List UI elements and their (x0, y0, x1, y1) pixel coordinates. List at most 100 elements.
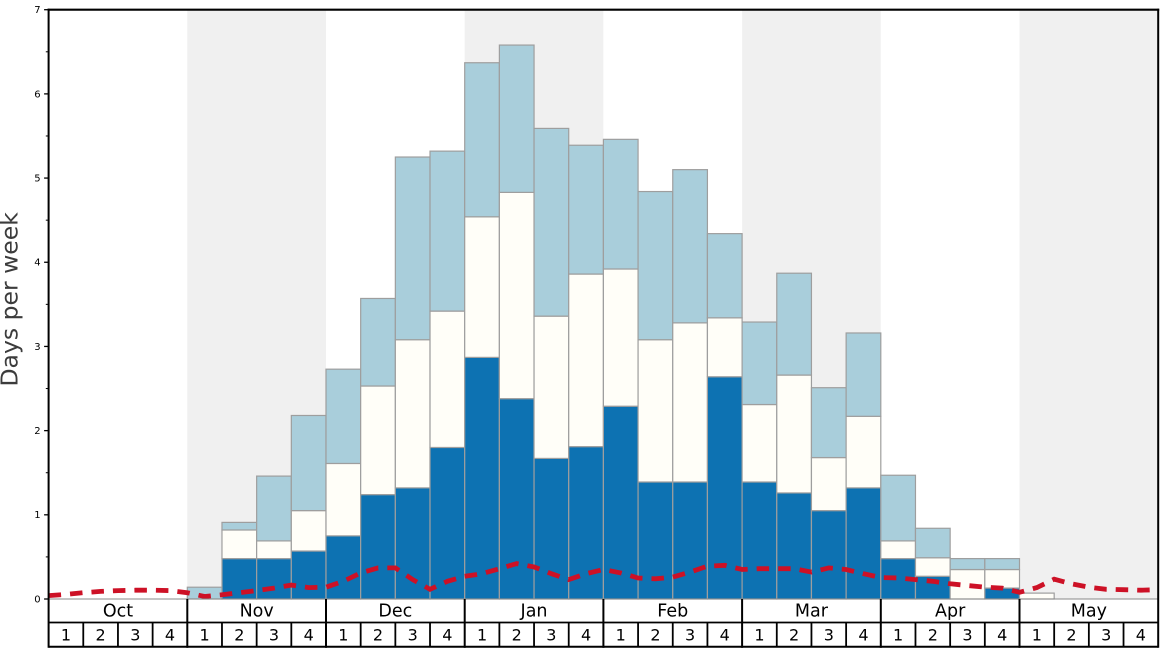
month-label-may: May (1071, 602, 1107, 622)
bar-feb-1-dark-blue (602, 405, 639, 600)
bar-dec-2-light-blue (360, 297, 396, 387)
week-label-jan-3: 3 (546, 625, 556, 644)
bar-apr-4-white (984, 568, 1021, 589)
bar-nov-3-dark-blue (256, 557, 292, 600)
week-label-nov-1: 1 (200, 625, 210, 644)
bar-nov-2-white (221, 529, 258, 560)
week-label-jan-1: 1 (477, 625, 487, 644)
week-label-feb-4: 4 (720, 625, 730, 644)
bar-dec-4-white (429, 310, 466, 449)
month-label-dec: Dec (378, 602, 412, 622)
y-tick-label-2: 2 (34, 426, 40, 437)
bar-nov-2-light-blue (221, 521, 258, 531)
bar-may-1-white (1018, 592, 1055, 600)
bar-jan-1-light-blue (464, 62, 500, 218)
week-label-jan-4: 4 (581, 625, 591, 644)
bar-jan-2-white (498, 191, 535, 400)
bar-dec-1-dark-blue (325, 535, 362, 600)
bar-jan-4-white (568, 273, 604, 448)
bar-feb-2-light-blue (637, 190, 674, 341)
bar-nov-3-light-blue (256, 475, 292, 542)
bar-apr-1-white (880, 540, 917, 560)
week-label-dec-1: 1 (338, 625, 348, 644)
week-label-may-4: 4 (1136, 625, 1146, 644)
bar-mar-1-white (741, 403, 778, 483)
bar-mar-4-light-blue (845, 332, 882, 417)
bar-dec-4-dark-blue (429, 446, 466, 600)
bar-dec-1-light-blue (325, 368, 362, 465)
month-label-apr: Apr (935, 602, 966, 622)
month-label-oct: Oct (103, 602, 133, 622)
week-label-jan-2: 2 (512, 625, 522, 644)
bar-dec-2-white (360, 385, 396, 496)
bar-dec-1-white (325, 462, 362, 537)
bar-nov-3-white (256, 540, 292, 560)
week-label-feb-3: 3 (685, 625, 695, 644)
bar-feb-4-white (706, 317, 743, 378)
bar-mar-1-light-blue (741, 321, 778, 406)
week-label-nov-2: 2 (234, 625, 244, 644)
week-label-may-2: 2 (1066, 625, 1076, 644)
bar-apr-4-light-blue (984, 557, 1021, 571)
bar-feb-3-white (672, 322, 709, 483)
bar-feb-4-light-blue (706, 233, 743, 319)
bar-dec-3-white (394, 339, 431, 489)
week-label-nov-4: 4 (304, 625, 314, 644)
bar-mar-3-light-blue (810, 387, 847, 459)
bar-mar-2-light-blue (776, 272, 813, 376)
week-label-mar-1: 1 (754, 625, 764, 644)
bar-mar-4-white (845, 415, 882, 489)
red-dashed-line (48, 561, 1159, 599)
bar-feb-2-dark-blue (637, 481, 674, 600)
y-tick-label-3: 3 (34, 342, 40, 353)
bar-jan-3-white (533, 315, 570, 460)
week-label-apr-3: 3 (962, 625, 972, 644)
bar-jan-2-dark-blue (498, 398, 535, 600)
bar-nov-4-white (290, 510, 327, 552)
bar-mar-2-white (776, 374, 813, 494)
month-band-oct (48, 9, 188, 599)
bar-jan-3-light-blue (533, 127, 570, 317)
bar-apr-1-light-blue (880, 474, 917, 542)
week-label-mar-4: 4 (858, 625, 868, 644)
bar-jan-1-dark-blue (464, 356, 500, 600)
month-label-jan: Jan (520, 602, 548, 622)
y-tick-label-1: 1 (34, 510, 40, 521)
bar-apr-3-light-blue (949, 557, 986, 571)
week-label-oct-3: 3 (130, 625, 140, 644)
bar-mar-4-dark-blue (845, 487, 882, 600)
week-label-may-3: 3 (1101, 625, 1111, 644)
bar-mar-3-white (810, 456, 847, 512)
week-label-apr-1: 1 (893, 625, 903, 644)
week-label-apr-4: 4 (997, 625, 1007, 644)
bar-dec-4-light-blue (429, 150, 466, 312)
week-label-may-1: 1 (1032, 625, 1042, 644)
bar-jan-4-light-blue (568, 144, 604, 275)
month-label-feb: Feb (657, 602, 688, 622)
month-label-mar: Mar (795, 602, 829, 622)
bar-mar-1-dark-blue (741, 481, 778, 600)
week-label-dec-2: 2 (373, 625, 383, 644)
week-label-mar-3: 3 (824, 625, 834, 644)
week-label-feb-2: 2 (650, 625, 660, 644)
week-label-oct-4: 4 (165, 625, 175, 644)
bar-apr-2-light-blue (914, 527, 951, 559)
bar-feb-3-dark-blue (672, 481, 709, 600)
y-tick-label-7: 7 (34, 5, 40, 16)
bar-feb-4-dark-blue (706, 376, 743, 600)
week-label-apr-2: 2 (928, 625, 938, 644)
week-label-dec-3: 3 (408, 625, 418, 644)
y-tick-label-4: 4 (34, 258, 40, 269)
week-label-oct-1: 1 (61, 625, 71, 644)
week-label-oct-2: 2 (96, 625, 106, 644)
bar-nov-4-dark-blue (290, 550, 327, 600)
bar-jan-2-light-blue (498, 44, 535, 193)
bar-mar-2-dark-blue (776, 492, 813, 600)
bar-jan-1-white (464, 216, 500, 358)
bar-dec-2-dark-blue (360, 494, 396, 600)
y-tick-label-6: 6 (34, 89, 40, 100)
bar-dec-3-light-blue (394, 156, 431, 341)
bar-feb-2-white (637, 339, 674, 483)
bar-feb-3-light-blue (672, 169, 709, 324)
